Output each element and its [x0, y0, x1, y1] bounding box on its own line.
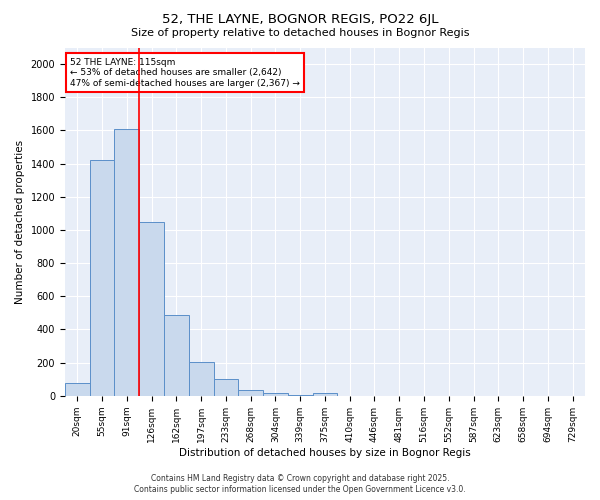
- Text: Size of property relative to detached houses in Bognor Regis: Size of property relative to detached ho…: [131, 28, 469, 38]
- Bar: [139, 222, 164, 396]
- Text: Contains HM Land Registry data © Crown copyright and database right 2025.
Contai: Contains HM Land Registry data © Crown c…: [134, 474, 466, 494]
- X-axis label: Distribution of detached houses by size in Bognor Regis: Distribution of detached houses by size …: [179, 448, 471, 458]
- Bar: [115, 129, 139, 396]
- Bar: [263, 392, 288, 396]
- Bar: [89, 160, 115, 396]
- Text: 52, THE LAYNE, BOGNOR REGIS, PO22 6JL: 52, THE LAYNE, BOGNOR REGIS, PO22 6JL: [162, 12, 438, 26]
- Bar: [313, 394, 337, 396]
- Bar: [238, 390, 263, 396]
- Bar: [189, 362, 214, 396]
- Bar: [288, 395, 313, 396]
- Bar: [214, 380, 238, 396]
- Y-axis label: Number of detached properties: Number of detached properties: [15, 140, 25, 304]
- Bar: [65, 384, 89, 396]
- Text: 52 THE LAYNE: 115sqm
← 53% of detached houses are smaller (2,642)
47% of semi-de: 52 THE LAYNE: 115sqm ← 53% of detached h…: [70, 58, 300, 88]
- Bar: [164, 314, 189, 396]
